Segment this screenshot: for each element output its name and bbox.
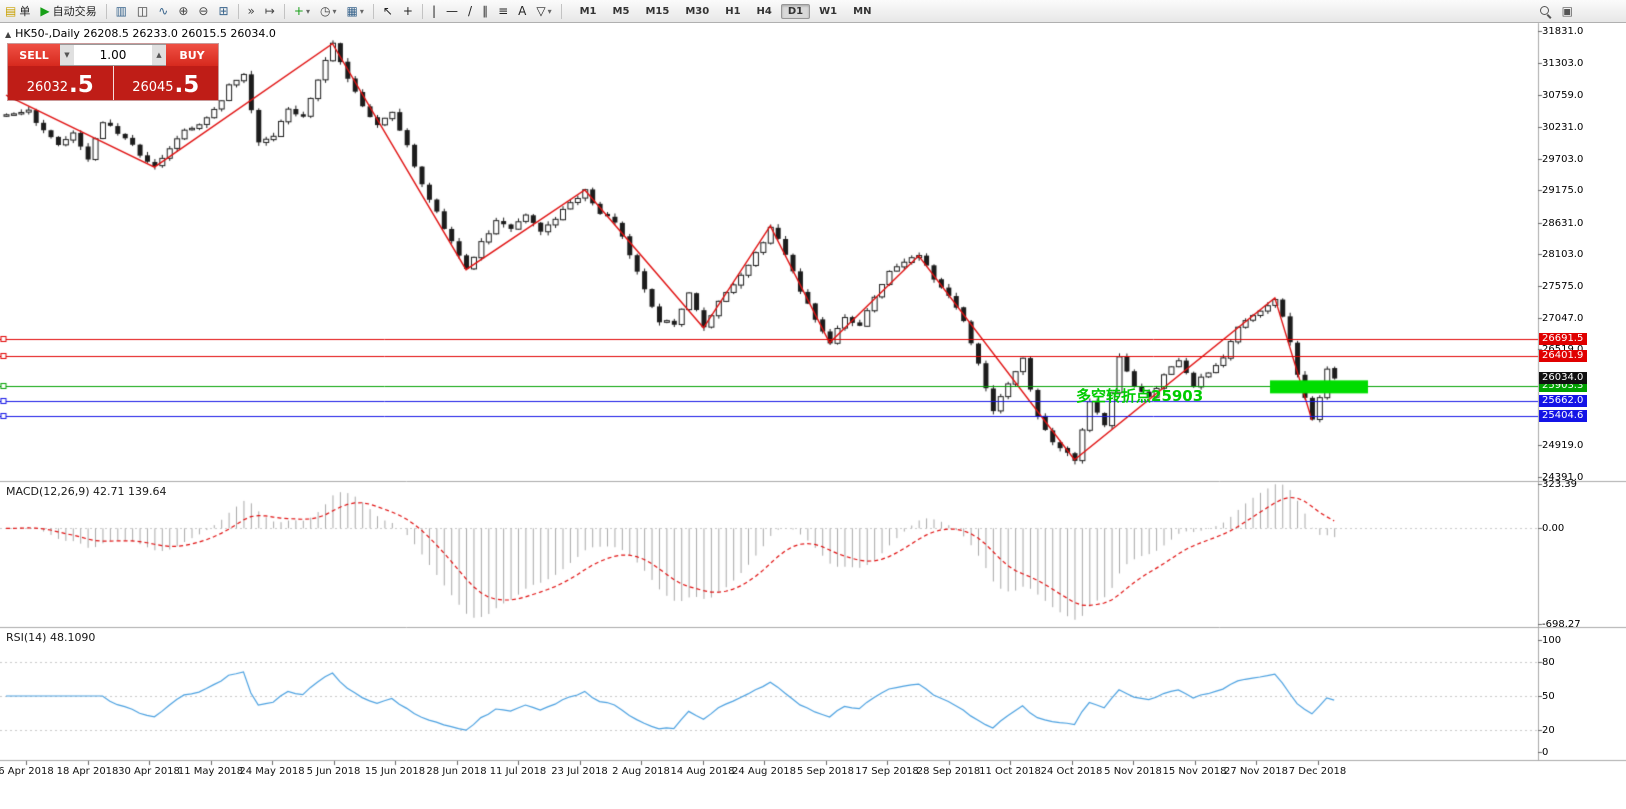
toolbar-right: ▣ (1534, 2, 1626, 21)
zoom-out-icon[interactable]: ⊖ (194, 2, 212, 21)
fibonacci-icon[interactable]: ≡ (494, 2, 512, 21)
sell-button[interactable]: SELL (8, 44, 60, 66)
crosshair-icon: + (402, 3, 413, 18)
dropdown-caret-icon: ▾ (547, 6, 552, 16)
ohlc-header: ▲ HK50-,Daily 26208.5 26233.0 26015.5 260… (5, 27, 276, 40)
timeframe-toolbar: M1 M5 M15 M30 H1 H4 D1 W1 MN (572, 3, 880, 19)
horizontal-line-icon[interactable]: — (442, 2, 462, 21)
timeframe-button-d1[interactable]: D1 (780, 3, 811, 19)
timeframe-button-m30[interactable]: M30 (685, 5, 710, 17)
toolbar-left: ▤ 单 ▶ 自动交易 ▥ ◫ ∿ ⊕ ⊖ ⊞» ↦ + ▾ ◷ ▾ ▦ ▾ ↖ + | — / ∥ ≡ A ▽ ▾ (0, 2, 566, 21)
timeframe-button-h1[interactable]: H1 (725, 5, 741, 17)
line-chart-icon[interactable]: ∿ (154, 2, 172, 21)
ask-price[interactable]: 26045.5 (112, 66, 219, 100)
trendline-icon: / (468, 3, 473, 18)
channel-icon[interactable]: ∥ (478, 2, 492, 21)
ask-price-big-digit: .5 (174, 72, 200, 98)
toolbar-separator (105, 3, 107, 19)
autotrading-button[interactable]: ▶ 自动交易 (36, 2, 100, 21)
auto-scroll-icon: » (247, 3, 255, 18)
chart-shift-icon: ↦ (264, 3, 275, 18)
tile-windows-icon: ⊞ (218, 3, 229, 18)
new-window-icon: ▣ (1561, 3, 1573, 18)
text-icon: A (518, 3, 527, 18)
indicators-icon: + (293, 3, 304, 18)
volume-increase-button[interactable]: ▲ (152, 45, 166, 65)
new-order-icon: ▤ (5, 3, 17, 18)
ohlc-header-text: HK50-,Daily 26208.5 26233.0 26015.5 2603… (15, 27, 276, 40)
crosshair-icon[interactable]: + (399, 2, 417, 21)
zoom-in-icon: ⊕ (178, 3, 189, 18)
timeframe-button-mn[interactable]: MN (853, 5, 872, 17)
bid-price-main: 26032 (26, 80, 69, 95)
tile-windows-icon[interactable]: ⊞ (214, 2, 232, 21)
fibonacci-icon: ≡ (498, 3, 509, 18)
zoom-out-icon: ⊖ (198, 3, 209, 18)
timeframe-button-h4[interactable]: H4 (756, 5, 772, 17)
macd-indicator-label: MACD(12,26,9) 42.71 139.64 (6, 485, 167, 498)
autotrading-button-label: 自动交易 (52, 5, 97, 18)
search-icon[interactable] (1539, 5, 1552, 18)
volume-input[interactable]: 1.00 (74, 45, 152, 65)
chart-text-annotation[interactable]: 多空转折点25903 (1076, 387, 1204, 405)
vertical-line-icon[interactable]: | (428, 2, 440, 21)
volume-stepper: ▼ 1.00 ▲ (60, 44, 166, 66)
timeframe-button-w1[interactable]: W1 (819, 5, 838, 17)
one-click-top-row: SELL ▼ 1.00 ▲ BUY (8, 44, 218, 66)
arrow-tools-icon[interactable]: ▽ ▾ (532, 2, 555, 21)
candlestick-chart-icon[interactable]: ◫ (133, 2, 152, 21)
trendline-icon[interactable]: / (464, 2, 476, 21)
one-click-trading-panel: SELL ▼ 1.00 ▲ BUY 26032.5 26045.5 (8, 44, 218, 100)
timeframe-button-m5[interactable]: M5 (612, 5, 630, 17)
templates-button[interactable]: ▦ ▾ (343, 2, 368, 21)
candlestick-chart-icon: ◫ (136, 3, 149, 18)
text-icon[interactable]: A (514, 2, 530, 21)
bid-price-big-digit: .5 (69, 72, 94, 98)
zoom-in-icon[interactable]: ⊕ (174, 2, 192, 21)
periods-icon: ◷ (320, 3, 331, 18)
new-window-icon[interactable]: ▣ (1558, 2, 1577, 21)
cursor-icon: ↖ (382, 3, 393, 18)
templates-icon: ▦ (346, 3, 358, 18)
timeframe-button-m1[interactable]: M1 (579, 5, 597, 17)
ask-price-main: 26045 (132, 80, 174, 95)
timeframe-button-m15[interactable]: M15 (645, 5, 670, 17)
dropdown-caret-icon: ▾ (332, 6, 337, 16)
cursor-icon[interactable]: ↖ (379, 2, 397, 21)
one-click-panel-toggle[interactable]: ▲ (5, 30, 12, 39)
buy-button[interactable]: BUY (166, 44, 218, 66)
line-chart-icon: ∿ (158, 3, 169, 18)
toolbar: ▤ 单 ▶ 自动交易 ▥ ◫ ∿ ⊕ ⊖ ⊞» ↦ + ▾ ◷ ▾ ▦ ▾ ↖ + | — / ∥ ≡ A ▽ ▾ M1 M5 M15 M… (0, 0, 1626, 23)
dropdown-caret-icon: ▾ (305, 6, 310, 16)
bar-chart-icon[interactable]: ▥ (112, 2, 131, 21)
toolbar-separator (283, 3, 285, 19)
bar-chart-icon: ▥ (115, 3, 127, 18)
new-order-button[interactable]: ▤ 单 (1, 2, 34, 21)
indicators-button[interactable]: + ▾ (290, 2, 314, 21)
auto-scroll-icon[interactable]: » (244, 2, 259, 21)
one-click-price-row: 26032.5 26045.5 (8, 66, 218, 100)
toolbar-separator (421, 3, 423, 19)
horizontal-line-icon: — (446, 3, 459, 18)
toolbar-separator (237, 3, 239, 19)
vertical-line-icon: | (431, 3, 437, 18)
toolbar-separator (560, 3, 562, 19)
chart-shift-icon[interactable]: ↦ (261, 2, 279, 21)
toolbar-separator (372, 3, 374, 19)
bid-price[interactable]: 26032.5 (8, 66, 113, 100)
volume-decrease-button[interactable]: ▼ (60, 45, 74, 65)
arrow-tools-icon: ▽ (536, 3, 546, 18)
dropdown-caret-icon: ▾ (359, 6, 364, 16)
autotrading-icon: ▶ (40, 3, 50, 18)
new-order-button-label: 单 (19, 5, 31, 18)
channel-icon: ∥ (482, 3, 489, 18)
periods-button[interactable]: ◷ ▾ (316, 2, 341, 21)
rsi-indicator-label: RSI(14) 48.1090 (6, 631, 96, 644)
